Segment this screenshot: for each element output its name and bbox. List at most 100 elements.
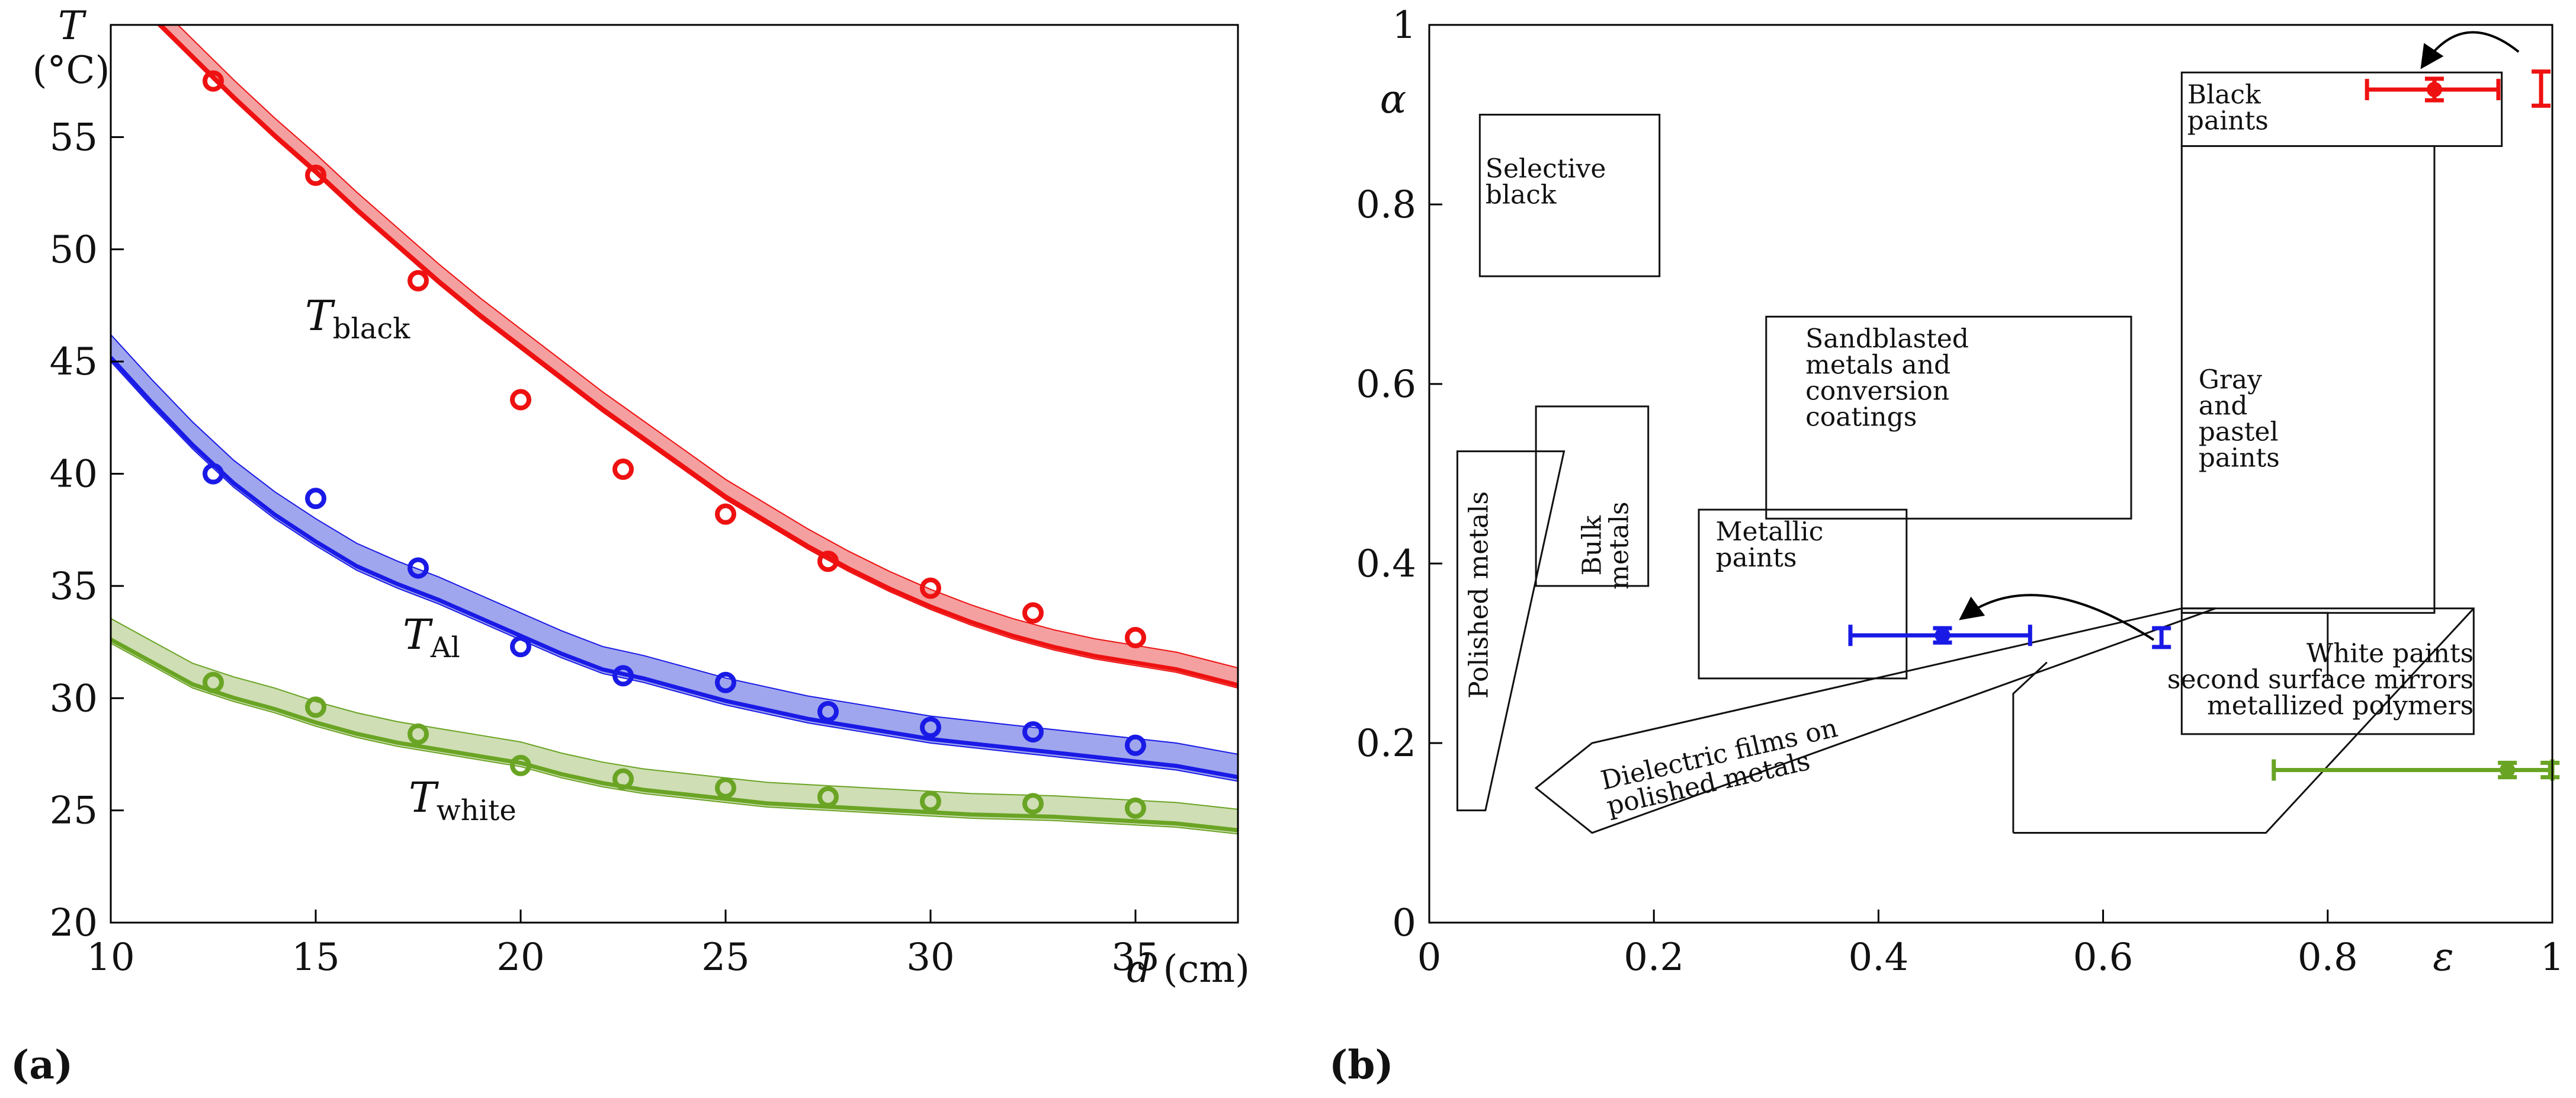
x-tick-label-b: 0.8 — [2298, 936, 2358, 979]
series-label-al: TAl — [403, 610, 460, 664]
panel-a-letter: (a) — [11, 1042, 73, 1088]
point-al — [920, 716, 941, 738]
region-white-paints-base — [2013, 607, 2475, 834]
region-white-paints-left — [2012, 661, 2048, 833]
point-black — [817, 550, 839, 572]
y-tick-label-a: 35 — [50, 565, 98, 609]
point-al — [510, 636, 531, 658]
band-edge-upper-al — [111, 334, 1238, 755]
region-label-white-paints: White paints second surface mirrors metall… — [2167, 639, 2474, 721]
line-white — [111, 638, 1238, 833]
region-label-gray-pastel-paints: Gray and pastel paints — [2199, 365, 2280, 473]
point-black — [612, 458, 634, 480]
point-white — [715, 777, 736, 799]
region-label-bulk-metals: Bulkmetals — [1577, 502, 1635, 590]
point-white — [612, 768, 634, 790]
x-tick-label-b: 0.6 — [2073, 936, 2134, 979]
y-tick-label-b: 1 — [1392, 4, 1416, 47]
x-tick-label-b: 0.4 — [1849, 936, 1909, 979]
region-dielectric-films — [1534, 607, 2216, 834]
point-black — [715, 503, 736, 525]
y-tick-label-b: 0 — [1392, 901, 1416, 945]
point-white — [920, 790, 941, 812]
x-tick-label-a: 20 — [496, 936, 544, 979]
region-polished-metals — [1456, 450, 1566, 812]
point-white — [1022, 793, 1044, 815]
arrow-al-correction — [1959, 594, 2155, 641]
x-tick-label-a: 35 — [1111, 936, 1159, 979]
point-white — [817, 786, 839, 808]
x-tick-label-b: 1 — [2540, 936, 2565, 979]
panel-a-temperature-vs-distance: 10 15 20 25 30 35 20 25 30 35 40 45 50 55 T(°C) d (cm)… — [33, 3, 1250, 991]
point-al — [408, 557, 429, 579]
region-metallic-paints — [1698, 508, 1908, 680]
point-white — [1125, 797, 1146, 819]
y-axis-label-a: T — [58, 3, 87, 49]
y-tick-label-a: 30 — [50, 677, 98, 721]
band-edge-lower-black — [156, 25, 1238, 689]
region-label-polished-metals: Polished metals — [1464, 491, 1494, 699]
region-label-black-paints: Black paints — [2187, 79, 2269, 136]
y-tick-label-b: 0.4 — [1356, 542, 1416, 586]
y-axis-unit-a: (°C) — [33, 49, 110, 92]
point-white — [510, 754, 531, 776]
point-al — [817, 700, 839, 722]
region-bulk-metals — [1535, 405, 1650, 587]
plot-b-frame — [1428, 24, 2553, 924]
x-tick-label-a: 15 — [291, 936, 339, 979]
point-al — [1022, 721, 1044, 743]
y-tick-label-a: 55 — [50, 116, 98, 159]
x-tick-label-b: 0.2 — [1624, 936, 1684, 979]
y-axis-label-b: α — [1380, 76, 1407, 122]
point-white — [408, 723, 429, 745]
point-al — [203, 463, 224, 485]
point-black — [510, 389, 531, 411]
y-tick-label-a: 50 — [50, 228, 98, 272]
point-black — [408, 270, 429, 292]
point-al — [1125, 734, 1146, 756]
point-al — [1935, 628, 1951, 644]
y-tick-label-a: 20 — [50, 901, 98, 945]
y-tick-label-b: 0.6 — [1356, 363, 1416, 406]
point-black — [203, 70, 224, 92]
y-tick-label-a: 40 — [50, 453, 98, 497]
point-black — [1022, 602, 1044, 624]
x-tick-label-a: 25 — [701, 936, 749, 979]
series-label-white: Twhite — [409, 773, 517, 827]
point-black — [920, 577, 941, 599]
x-axis-label-a: d (cm) — [1127, 947, 1250, 991]
line-al — [111, 356, 1238, 780]
point-white — [2500, 762, 2516, 778]
point-al — [612, 665, 634, 687]
point-al — [715, 671, 736, 693]
point-black — [2426, 82, 2442, 98]
band-edge-lower-white — [111, 642, 1238, 835]
y-tick-label-b: 0.8 — [1356, 183, 1416, 227]
arrow-black-correction — [2420, 31, 2520, 69]
region-selective-black — [1478, 114, 1661, 277]
region-label-metallic-paints: Metallic paints — [1715, 517, 1823, 573]
region-label-sandblasted-metals: Sandblasted metals and conversion coatings — [1805, 324, 1969, 432]
point-black — [305, 164, 326, 186]
line-black — [158, 25, 1238, 687]
region-white-paints — [2180, 607, 2475, 735]
x-tick-label-b: 0 — [1417, 936, 1442, 979]
y-tick-label-b: 0.2 — [1356, 722, 1416, 766]
panel-b-absorptance-vs-emissivity: Selective black Black paints Gray and pastel pa… — [1356, 4, 2564, 979]
x-tick-label-a: 10 — [86, 936, 134, 979]
region-sandblasted-metals — [1765, 315, 2132, 520]
series-label-black: Tblack — [305, 292, 410, 345]
point-black — [1125, 626, 1146, 648]
band-black — [157, 25, 1238, 689]
band-edge-lower-al — [111, 361, 1238, 782]
point-white — [203, 671, 224, 693]
region-white-paints-inner — [2182, 612, 2329, 680]
region-label-selective-black: Selective black — [1486, 154, 1606, 210]
panel-b-letter: (b) — [1329, 1042, 1394, 1088]
point-white — [305, 696, 326, 718]
x-tick-label-a: 30 — [906, 936, 954, 979]
y-tick-label-a: 45 — [50, 340, 98, 384]
band-edge-upper-black — [177, 25, 1238, 669]
y-tick-label-a: 25 — [50, 789, 98, 833]
